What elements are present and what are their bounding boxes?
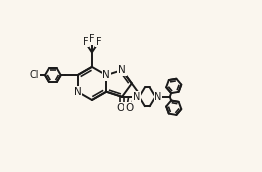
Text: N: N xyxy=(133,92,140,102)
Text: N: N xyxy=(118,65,126,75)
Text: F: F xyxy=(83,37,88,47)
Text: N: N xyxy=(74,87,81,97)
Text: N: N xyxy=(154,92,162,102)
Text: Cl: Cl xyxy=(30,70,39,80)
Text: O: O xyxy=(116,103,124,113)
Text: F: F xyxy=(89,34,95,44)
Text: N: N xyxy=(102,70,110,80)
Text: O: O xyxy=(125,103,133,113)
Text: F: F xyxy=(96,37,101,47)
